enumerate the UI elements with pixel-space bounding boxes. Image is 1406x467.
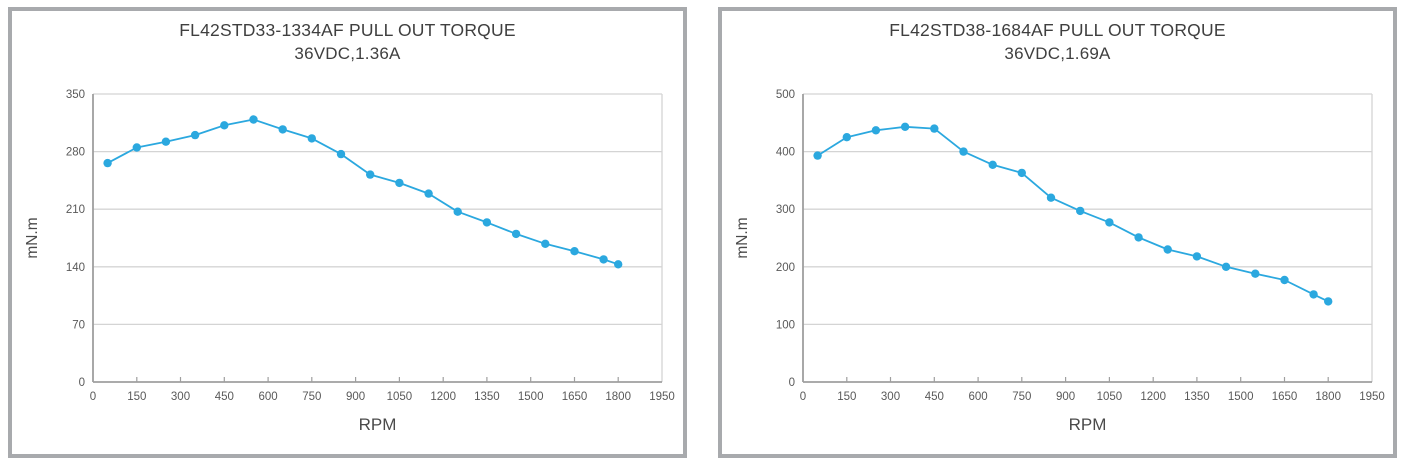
x-tick-label: 750 — [302, 391, 321, 403]
data-point-marker — [424, 189, 433, 198]
data-point-marker — [959, 147, 968, 156]
torque-curve-chart: 0 70 140 210 280 350 0 150 300 450 600 750 900 1050 12… — [24, 89, 675, 434]
data-point-marker — [307, 134, 316, 143]
data-point-marker — [1134, 233, 1143, 242]
data-point-marker — [278, 125, 287, 134]
data-point-marker — [482, 218, 492, 227]
data-point-marker — [190, 130, 200, 140]
data-point-marker — [1324, 297, 1333, 306]
x-axis-title: RPM — [1069, 415, 1107, 434]
data-point-marker — [871, 126, 881, 135]
y-axis-title: mN.m — [734, 217, 751, 258]
x-tick-label: 0 — [800, 391, 806, 403]
y-tick-label: 350 — [66, 89, 85, 101]
data-point-marker — [900, 122, 910, 131]
data-point-marker — [1251, 269, 1260, 278]
x-tick-label: 1500 — [1228, 391, 1254, 403]
x-tick-label: 1800 — [605, 391, 631, 403]
y-axis-title: mN.m — [24, 217, 41, 258]
data-point-marker — [366, 170, 375, 179]
x-tick-label: 150 — [837, 391, 856, 403]
data-point-marker — [1046, 193, 1056, 202]
chart-panel-left: FL42STD33-1334AF PULL OUT TORQUE 36VDC,1… — [8, 7, 687, 458]
x-tick-label: 900 — [1056, 391, 1075, 403]
data-point-marker — [103, 158, 112, 168]
x-tick-label: 1650 — [1272, 391, 1298, 403]
x-tick-label: 300 — [881, 391, 900, 403]
data-point-marker — [1017, 168, 1026, 178]
data-point-marker — [930, 124, 939, 133]
data-point-marker — [614, 260, 623, 269]
y-tick-label: 70 — [72, 319, 85, 331]
data-point-marker — [1076, 206, 1085, 216]
y-tick-label: 140 — [66, 262, 85, 274]
data-point-marker — [1163, 245, 1172, 254]
y-tick-label: 100 — [776, 319, 795, 331]
chart-title: FL42STD38-1684AF PULL OUT TORQUE — [889, 20, 1226, 40]
torque-curve-chart: 0 100 200 300 400 500 0 150 300 450 600 750 900 1050 1… — [734, 89, 1385, 434]
chart-title: FL42STD33-1334AF PULL OUT TORQUE — [179, 20, 516, 40]
data-point-marker — [813, 151, 822, 160]
x-tick-label: 1050 — [387, 391, 413, 403]
x-tick-label: 1650 — [562, 391, 588, 403]
data-point-marker — [1309, 290, 1318, 299]
chart-panel-right: FL42STD38-1684AF PULL OUT TORQUE 36VDC,1… — [718, 7, 1397, 458]
data-point-marker — [988, 160, 997, 169]
data-point-marker — [336, 149, 346, 159]
x-tick-label: 150 — [127, 391, 146, 403]
data-point-marker — [599, 255, 608, 264]
chart-subtitle: 36VDC,1.69A — [1004, 44, 1111, 63]
data-point-marker — [511, 229, 521, 239]
data-point-marker — [1192, 252, 1202, 261]
data-point-marker — [1280, 275, 1289, 285]
y-tick-label: 400 — [776, 147, 795, 159]
x-tick-label: 1050 — [1097, 391, 1123, 403]
data-point-marker — [249, 115, 258, 124]
x-tick-label: 300 — [171, 391, 190, 403]
y-tick-label: 0 — [79, 377, 85, 389]
x-tick-label: 450 — [215, 391, 234, 403]
x-tick-label: 450 — [925, 391, 944, 403]
x-tick-label: 1950 — [649, 391, 675, 403]
x-tick-label: 1200 — [1140, 391, 1166, 403]
data-point-marker — [132, 143, 141, 152]
x-tick-label: 1500 — [518, 391, 544, 403]
data-point-marker — [541, 239, 550, 248]
x-tick-label: 1200 — [430, 391, 456, 403]
data-point-marker — [1221, 262, 1231, 271]
data-point-marker — [1105, 218, 1114, 227]
y-tick-label: 200 — [776, 262, 795, 274]
x-tick-label: 0 — [90, 391, 96, 403]
y-tick-label: 210 — [66, 204, 85, 216]
x-tick-label: 750 — [1012, 391, 1031, 403]
x-tick-label: 1800 — [1315, 391, 1341, 403]
data-point-marker — [395, 178, 404, 188]
x-tick-label: 900 — [346, 391, 365, 403]
x-tick-label: 1350 — [474, 391, 500, 403]
chart-subtitle: 36VDC,1.36A — [294, 44, 401, 63]
y-tick-label: 500 — [776, 89, 795, 101]
data-point-marker — [842, 133, 851, 142]
x-tick-label: 600 — [969, 391, 988, 403]
data-point-marker — [220, 121, 229, 130]
data-point-marker — [161, 137, 171, 146]
x-axis-title: RPM — [359, 415, 397, 434]
x-tick-label: 1350 — [1184, 391, 1210, 403]
y-tick-label: 0 — [789, 377, 795, 389]
data-point-marker — [570, 247, 579, 256]
data-point-marker — [453, 207, 462, 216]
y-tick-label: 300 — [776, 204, 795, 216]
x-tick-label: 1950 — [1359, 391, 1385, 403]
x-tick-label: 600 — [259, 391, 278, 403]
y-tick-label: 280 — [66, 147, 85, 159]
